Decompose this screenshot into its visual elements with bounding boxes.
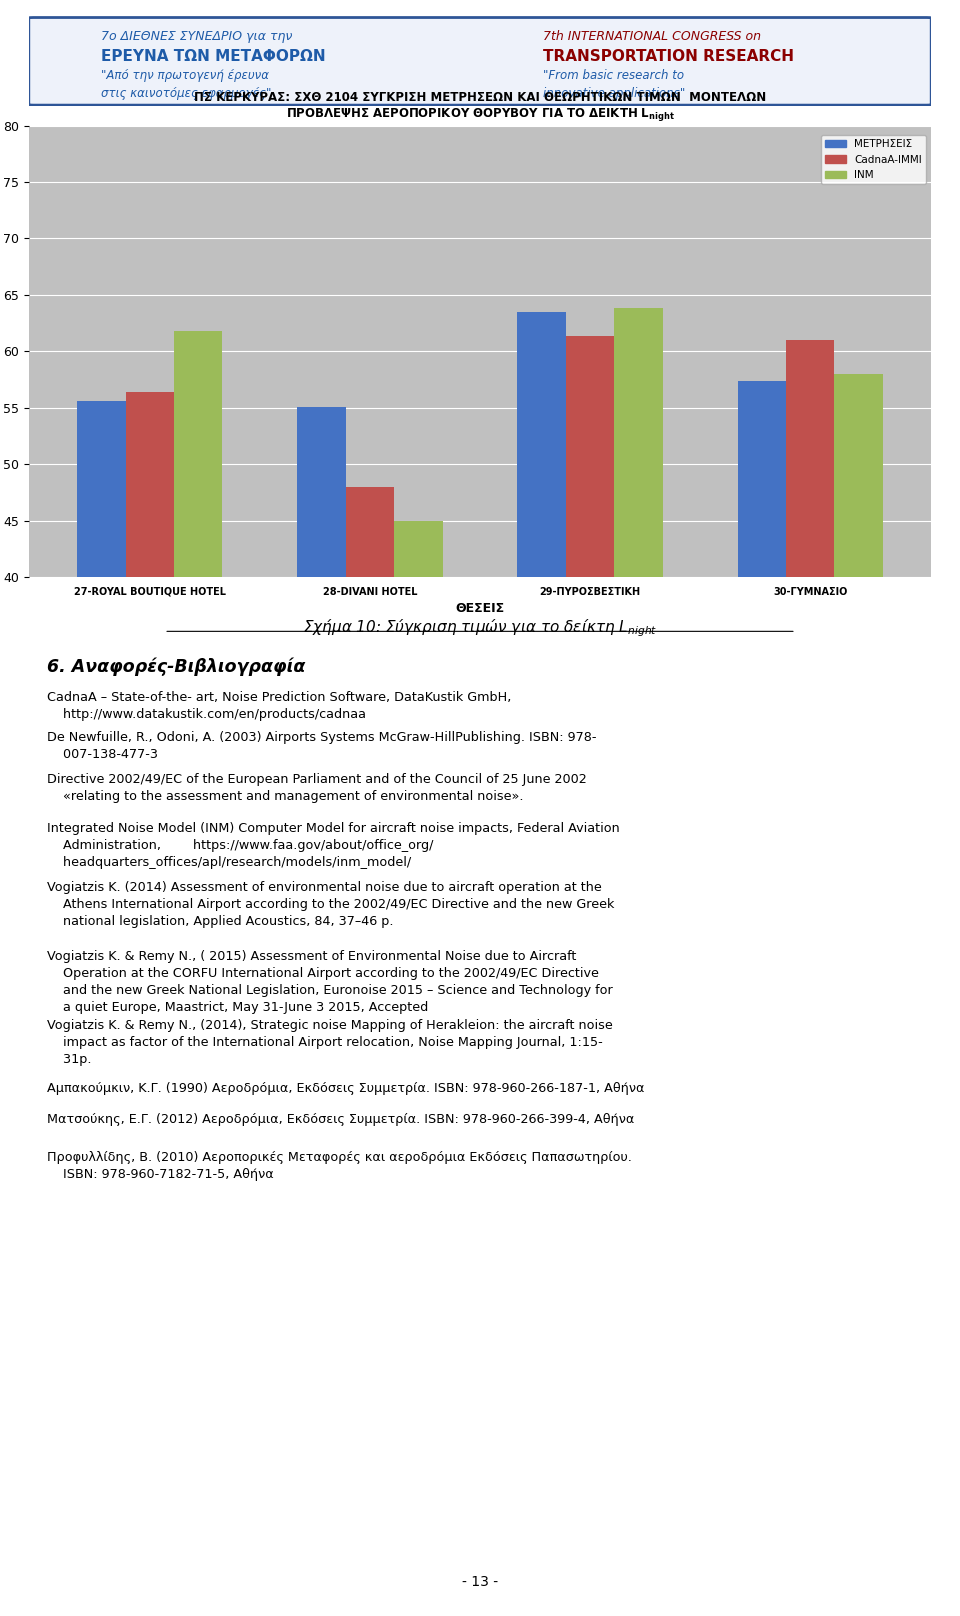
- Text: ΕΡΕΥΝΑ ΤΩΝ ΜΕΤΑΦΟΡΩΝ: ΕΡΕΥΝΑ ΤΩΝ ΜΕΤΑΦΟΡΩΝ: [101, 48, 325, 63]
- Bar: [565, 336, 614, 1029]
- Text: innovative applications": innovative applications": [543, 87, 685, 100]
- Text: 7th INTERNATIONAL CONGRESS on: 7th INTERNATIONAL CONGRESS on: [543, 29, 761, 42]
- Text: Προφυλλίδης, Β. (2010) Αεροπορικές Μεταφορές και αεροδρόμια Εκδόσεις Παπασωτηρίο: Προφυλλίδης, Β. (2010) Αεροπορικές Μεταφ…: [47, 1151, 632, 1181]
- Text: "From basic research to: "From basic research to: [543, 68, 684, 81]
- Text: CadnaA – State-of-the- art, Noise Prediction Software, DataKustik GmbH,
    http: CadnaA – State-of-the- art, Noise Predic…: [47, 692, 512, 721]
- Bar: [298, 407, 346, 1029]
- Bar: [174, 331, 223, 1029]
- Text: "Από την πρωτογενή έρευνα: "Από την πρωτογενή έρευνα: [101, 68, 269, 81]
- Bar: [126, 393, 174, 1029]
- Title: ΠΣ ΚΕΡΚΥΡΑΣ: ΣΧΘ 2104 ΣΥΓΚΡΙΣΗ ΜΕΤΡΗΣΕΩΝ ΚΑΙ ΘΕΩΡΗΤΙΚΩΝ ΤΙΜΩΝ  ΜΟΝΤΕΛΩΝ
ΠΡΟΒΛΕΨΗ: ΠΣ ΚΕΡΚΥΡΑΣ: ΣΧΘ 2104 ΣΥΓΚΡΙΣΗ ΜΕΤΡΗΣΕΩΝ…: [194, 90, 766, 123]
- Text: Vogiatzis K. & Remy N., (2014), Strategic noise Mapping of Herakleion: the aircr: Vogiatzis K. & Remy N., (2014), Strategi…: [47, 1020, 612, 1067]
- Text: Vogiatzis K. (2014) Assessment of environmental noise due to aircraft operation : Vogiatzis K. (2014) Assessment of enviro…: [47, 881, 614, 928]
- Text: TRANSPORTATION RESEARCH: TRANSPORTATION RESEARCH: [543, 48, 794, 63]
- Bar: [395, 520, 443, 1029]
- Bar: [77, 401, 126, 1029]
- Text: 7ο ΔΙΕΘΝΕΣ ΣΥΝΕΔΡΙΟ για την: 7ο ΔΙΕΘΝΕΣ ΣΥΝΕΔΡΙΟ για την: [101, 29, 293, 42]
- Text: Directive 2002/49/EC of the European Parliament and of the Council of 25 June 20: Directive 2002/49/EC of the European Par…: [47, 772, 587, 803]
- Text: 6. Αναφορές-Βιβλιογραφία: 6. Αναφορές-Βιβλιογραφία: [47, 658, 305, 677]
- Bar: [834, 373, 883, 1029]
- Text: στις καινοτόμες εφαρμογές": στις καινοτόμες εφαρμογές": [101, 87, 272, 100]
- Text: De Newfuille, R., Odoni, A. (2003) Airports Systems McGraw-HillPublishing. ISBN:: De Newfuille, R., Odoni, A. (2003) Airpo…: [47, 730, 596, 761]
- Text: - 13 -: - 13 -: [462, 1574, 498, 1589]
- FancyBboxPatch shape: [29, 18, 931, 105]
- Bar: [614, 309, 662, 1029]
- Bar: [737, 381, 786, 1029]
- Text: Σχήμα 10: Σύγκριση τιμών για το δείκτη L$_{\mathregular{night}}$: Σχήμα 10: Σύγκριση τιμών για το δείκτη L…: [302, 617, 658, 638]
- Bar: [346, 486, 395, 1029]
- X-axis label: ΘΕΣΕΙΣ: ΘΕΣΕΙΣ: [455, 603, 505, 616]
- Bar: [786, 339, 834, 1029]
- Text: Vogiatzis K. & Remy N., ( 2015) Assessment of Environmental Noise due to Aircraf: Vogiatzis K. & Remy N., ( 2015) Assessme…: [47, 950, 612, 1013]
- Text: Αμπακούμκιν, Κ.Γ. (1990) Αεροδρόμια, Εκδόσεις Συμμετρία. ISBN: 978-960-266-187-1: Αμπακούμκιν, Κ.Γ. (1990) Αεροδρόμια, Εκδ…: [47, 1081, 644, 1094]
- Text: Integrated Noise Model (INM) Computer Model for aircraft noise impacts, Federal : Integrated Noise Model (INM) Computer Mo…: [47, 823, 619, 869]
- Bar: [517, 312, 565, 1029]
- Legend: ΜΕΤΡΗΣΕΙΣ, CadnaA-IMMI, INM: ΜΕΤΡΗΣΕΙΣ, CadnaA-IMMI, INM: [821, 136, 926, 184]
- Text: Ματσούκης, Ε.Γ. (2012) Αεροδρόμια, Εκδόσεις Συμμετρία. ISBN: 978-960-266-399-4, : Ματσούκης, Ε.Γ. (2012) Αεροδρόμια, Εκδόσ…: [47, 1113, 635, 1126]
